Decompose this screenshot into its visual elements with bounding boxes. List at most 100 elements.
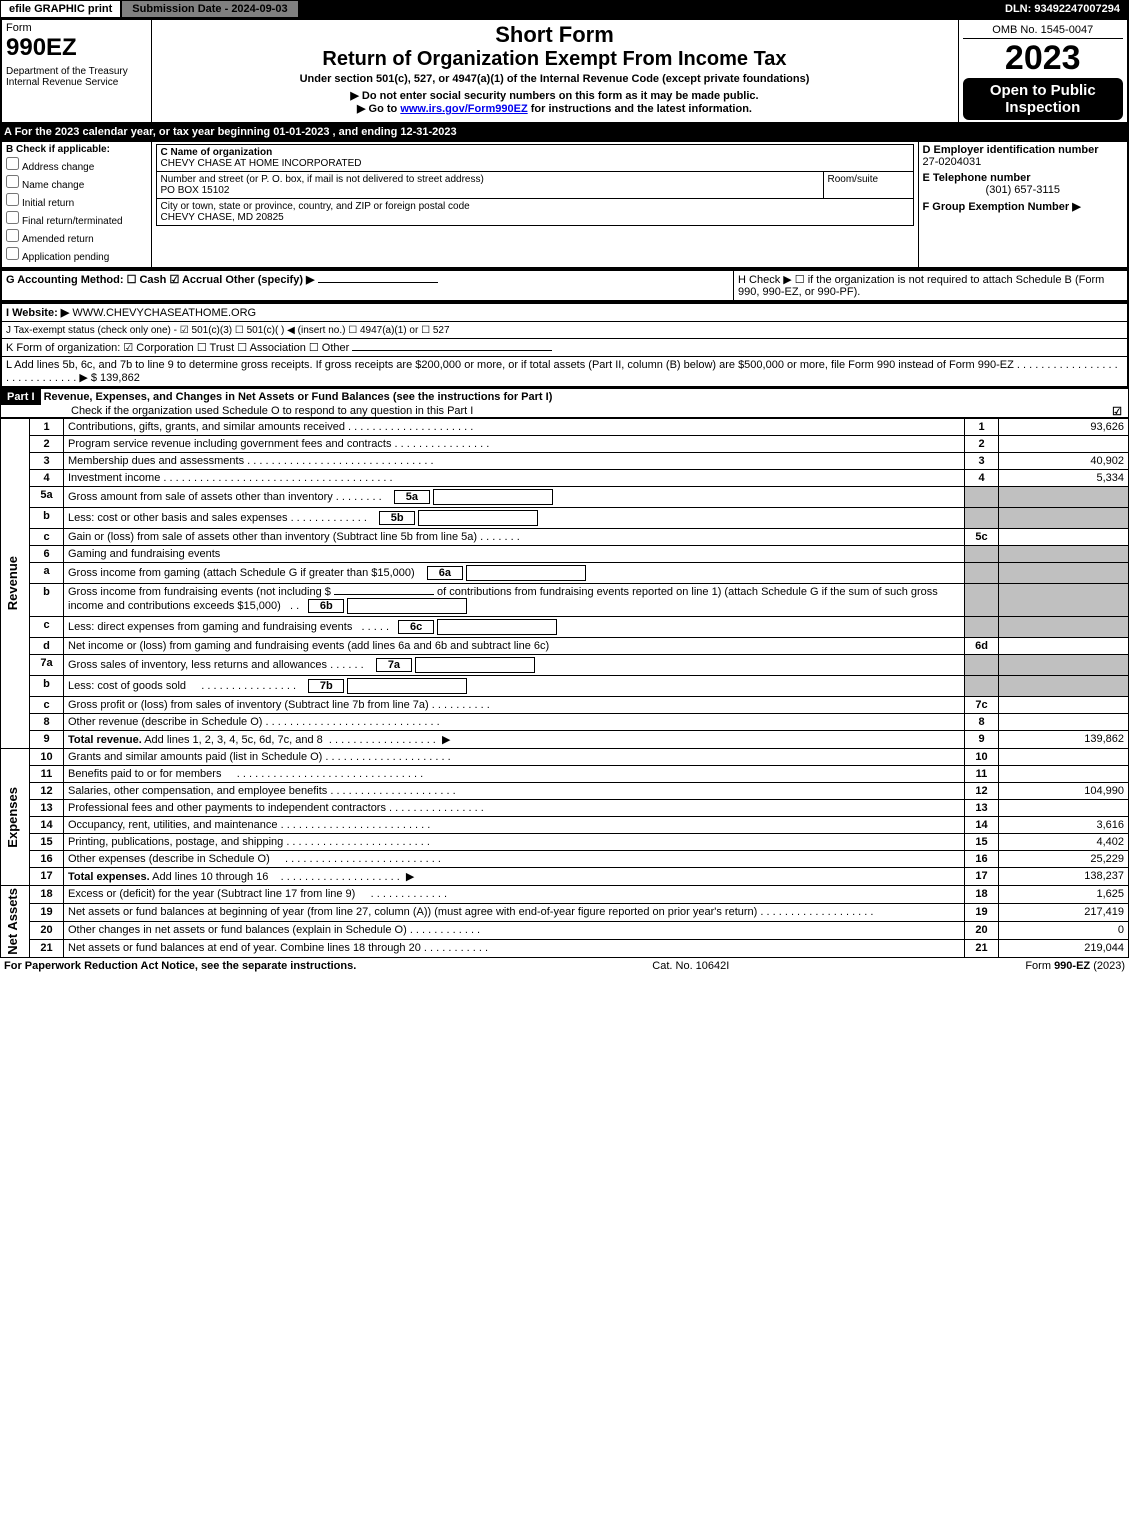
l5a-box: 5a	[394, 490, 430, 504]
room-label: Room/suite	[828, 174, 879, 185]
name-address-table: C Name of organizationCHEVY CHASE AT HOM…	[156, 144, 914, 226]
website-link[interactable]: WWW.CHEVYCHASEATHOME.ORG	[72, 307, 256, 319]
l16-amt: 25,229	[999, 851, 1129, 868]
chk-amended-return[interactable]: Amended return	[6, 229, 147, 245]
open-to-public: Open to Public Inspection	[963, 78, 1124, 120]
l3-amt: 40,902	[999, 453, 1129, 470]
l10-amt	[999, 749, 1129, 766]
box-d-label: D Employer identification number	[923, 144, 1124, 156]
l5c-amt	[999, 529, 1129, 546]
l6c-box: 6c	[398, 620, 434, 634]
l7a-desc: Gross sales of inventory, less returns a…	[68, 659, 327, 671]
l20-desc: Other changes in net assets or fund bala…	[68, 924, 407, 936]
l12-amt: 104,990	[999, 783, 1129, 800]
l18-amt: 1,625	[999, 886, 1129, 904]
l7c-amt	[999, 697, 1129, 714]
return-title: Return of Organization Exempt From Incom…	[156, 48, 954, 71]
l19-desc: Net assets or fund balances at beginning…	[68, 906, 757, 918]
short-form-title: Short Form	[156, 22, 954, 48]
form-word: Form	[6, 22, 147, 34]
chk-application-pending[interactable]: Application pending	[6, 247, 147, 263]
box-g: G Accounting Method: ☐ Cash ☑ Accrual Ot…	[6, 274, 315, 286]
footer-left: For Paperwork Reduction Act Notice, see …	[4, 960, 356, 972]
revenue-vlabel: Revenue	[5, 556, 25, 610]
l6b-desc1: Gross income from fundraising events (no…	[68, 586, 331, 598]
l8-desc: Other revenue (describe in Schedule O)	[68, 716, 262, 728]
chk-initial-return[interactable]: Initial return	[6, 193, 147, 209]
l6a-box: 6a	[427, 566, 463, 580]
ein-value: 27-0204031	[923, 156, 1124, 168]
l3-desc: Membership dues and assessments	[68, 455, 244, 467]
tax-year: 2023	[963, 39, 1124, 78]
goto-text: ▶ Go to www.irs.gov/Form990EZ for instru…	[156, 102, 954, 115]
part-i-title: Revenue, Expenses, and Changes in Net As…	[44, 391, 553, 403]
l7a-box: 7a	[376, 658, 412, 672]
l8-amt	[999, 714, 1129, 731]
city-label: City or town, state or province, country…	[161, 201, 470, 212]
l5a-desc: Gross amount from sale of assets other t…	[68, 491, 333, 503]
l21-amt: 219,044	[999, 939, 1129, 957]
l2-amt	[999, 436, 1129, 453]
l21-desc: Net assets or fund balances at end of ye…	[68, 942, 421, 954]
under-section-text: Under section 501(c), 527, or 4947(a)(1)…	[156, 73, 954, 85]
l9-desc: Add lines 1, 2, 3, 4, 5c, 6d, 7c, and 8	[144, 734, 323, 746]
l11-desc: Benefits paid to or for members	[68, 768, 221, 780]
box-b-title: B Check if applicable:	[6, 144, 147, 155]
box-l-value: 139,862	[100, 372, 140, 384]
dln-label: DLN: 93492247007294	[997, 1, 1128, 17]
box-c-label: C Name of organization	[161, 147, 273, 158]
l13-desc: Professional fees and other payments to …	[68, 802, 386, 814]
footer-mid: Cat. No. 10642I	[652, 960, 729, 972]
l5b-box: 5b	[379, 511, 415, 525]
form-990ez: 990EZ	[6, 34, 147, 62]
footer-right: Form 990-EZ (2023)	[1025, 960, 1125, 972]
omb-number: OMB No. 1545-0047	[963, 22, 1124, 39]
l4-desc: Investment income	[68, 472, 160, 484]
l13-amt	[999, 800, 1129, 817]
form-header-table: Form 990EZ Department of the Treasury In…	[0, 18, 1129, 124]
l4-amt: 5,334	[999, 470, 1129, 487]
street-label: Number and street (or P. O. box, if mail…	[161, 174, 484, 185]
chk-address-change[interactable]: Address change	[6, 157, 147, 173]
entity-block: B Check if applicable: Address change Na…	[0, 140, 1129, 269]
street-value: PO BOX 15102	[161, 185, 230, 196]
city-value: CHEVY CHASE, MD 20825	[161, 212, 284, 223]
irs-link[interactable]: www.irs.gov/Form990EZ	[400, 103, 527, 115]
l19-amt: 217,419	[999, 903, 1129, 921]
box-e-label: E Telephone number	[923, 172, 1124, 184]
submission-date: Submission Date - 2024-09-03	[122, 1, 297, 17]
l18-desc: Excess or (deficit) for the year (Subtra…	[68, 888, 355, 900]
l11-amt	[999, 766, 1129, 783]
top-bar: efile GRAPHIC print Submission Date - 20…	[0, 0, 1129, 18]
part-i-check: ☑	[1112, 405, 1128, 418]
irs-label: Internal Revenue Service	[6, 77, 147, 88]
chk-name-change[interactable]: Name change	[6, 175, 147, 191]
l5c-desc: Gain or (loss) from sale of assets other…	[68, 531, 477, 543]
l7b-box: 7b	[308, 679, 344, 693]
chk-final-return[interactable]: Final return/terminated	[6, 211, 147, 227]
l6d-amt	[999, 638, 1129, 655]
phone-value: (301) 657-3115	[923, 184, 1124, 196]
netassets-vlabel: Net Assets	[5, 888, 25, 955]
no-ssn-text: ▶ Do not enter social security numbers o…	[156, 89, 954, 102]
l17-amt: 138,237	[999, 868, 1129, 886]
l17-desc: Add lines 10 through 16	[152, 871, 268, 883]
box-f-label: F Group Exemption Number ▶	[923, 200, 1124, 213]
l6b-box: 6b	[308, 599, 344, 613]
box-j: J Tax-exempt status (check only one) - ☑…	[6, 325, 450, 336]
box-k: K Form of organization: ☑ Corporation ☐ …	[6, 342, 349, 354]
l6a-desc: Gross income from gaming (attach Schedul…	[68, 567, 415, 579]
box-i-label: I Website: ▶	[6, 307, 69, 319]
l15-amt: 4,402	[999, 834, 1129, 851]
l6-desc: Gaming and fundraising events	[68, 548, 220, 560]
line-a: A For the 2023 calendar year, or tax yea…	[0, 124, 1129, 140]
efile-label: efile GRAPHIC print	[1, 1, 120, 17]
l5b-desc: Less: cost or other basis and sales expe…	[68, 512, 288, 524]
part-i-label: Part I	[1, 389, 41, 405]
l14-desc: Occupancy, rent, utilities, and maintena…	[68, 819, 278, 831]
l15-desc: Printing, publications, postage, and shi…	[68, 836, 283, 848]
expenses-vlabel: Expenses	[5, 787, 25, 848]
l1-amt: 93,626	[999, 419, 1129, 436]
g-h-block: G Accounting Method: ☐ Cash ☑ Accrual Ot…	[0, 269, 1129, 302]
box-h: H Check ▶ ☐ if the organization is not r…	[738, 274, 1104, 298]
